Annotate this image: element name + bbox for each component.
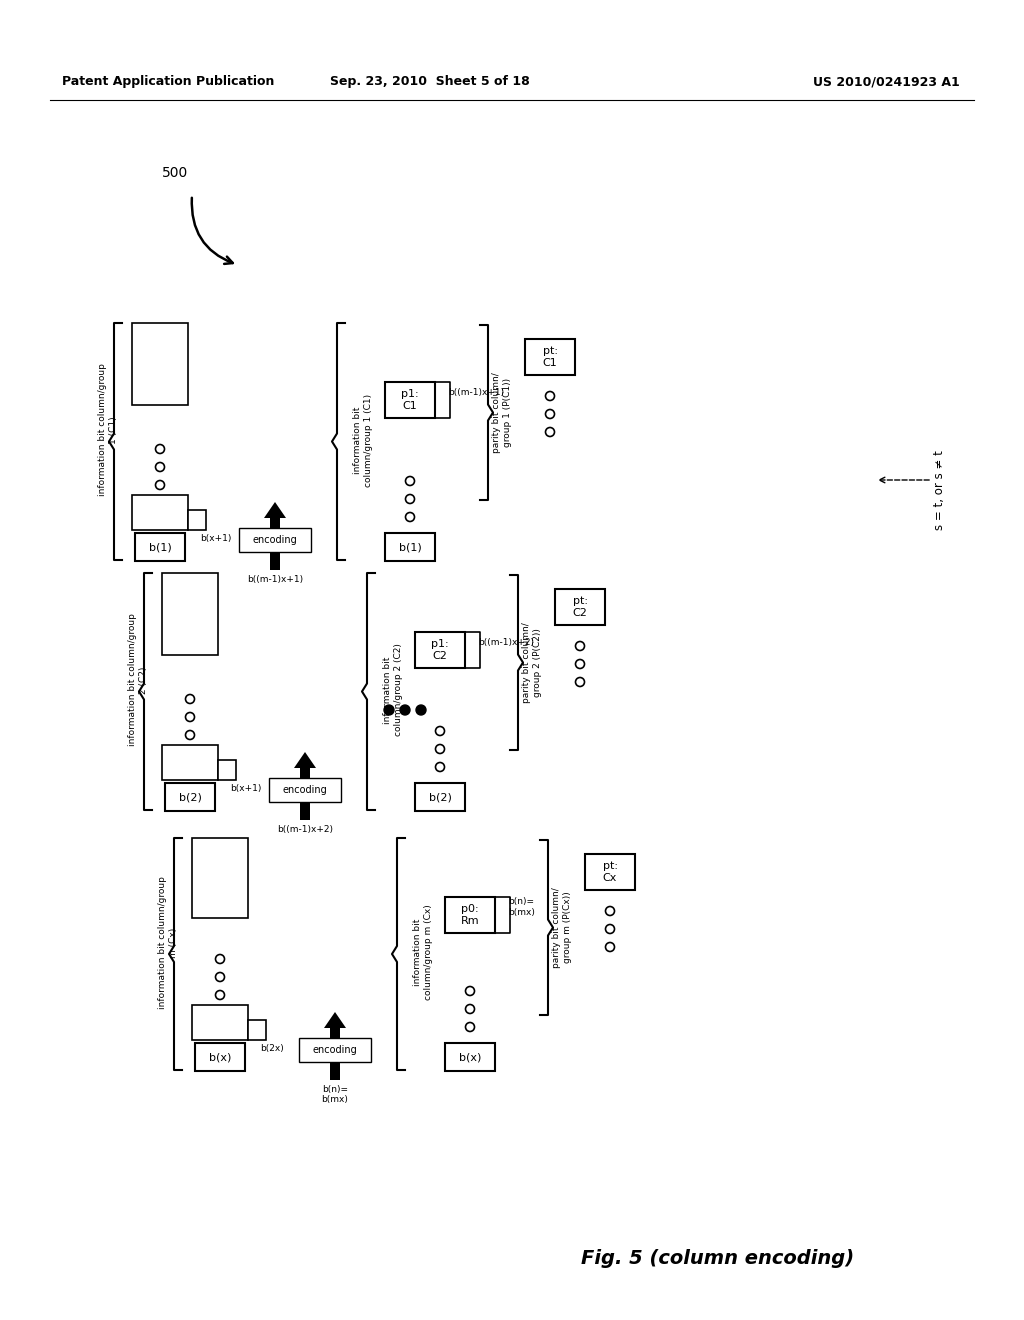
Bar <box>248 1020 266 1040</box>
Text: b(x): b(x) <box>459 1052 481 1063</box>
Text: b(1): b(1) <box>398 543 421 552</box>
Text: b((m-1)x+1): b((m-1)x+1) <box>449 388 504 396</box>
Text: b(2): b(2) <box>429 792 452 803</box>
Bar <box>132 323 188 405</box>
Text: information bit
column/group 1 (C1): information bit column/group 1 (C1) <box>353 393 373 487</box>
Circle shape <box>384 705 394 715</box>
Text: b(n)=
b(mx): b(n)= b(mx) <box>322 1085 348 1105</box>
Text: parity bit column/
group 1 (P(C1)): parity bit column/ group 1 (P(C1)) <box>493 372 512 453</box>
Text: information bit column/group
m (Cx): information bit column/group m (Cx) <box>159 876 178 1008</box>
Text: b(2x): b(2x) <box>260 1044 284 1053</box>
Bar <box>239 528 311 552</box>
Bar <box>299 1038 371 1063</box>
Text: 500: 500 <box>162 166 188 180</box>
Text: b(2): b(2) <box>178 792 202 803</box>
Text: s = t, or s ≠ t: s = t, or s ≠ t <box>934 450 946 529</box>
Text: p1:
C1: p1: C1 <box>401 389 419 411</box>
Text: parity bit column/
group 2 (P(C2)): parity bit column/ group 2 (P(C2)) <box>522 622 542 702</box>
Text: b(x+1): b(x+1) <box>200 535 231 544</box>
Bar <box>165 783 215 810</box>
Text: Patent Application Publication: Patent Application Publication <box>62 75 274 88</box>
Text: encoding: encoding <box>312 1045 357 1055</box>
Bar <box>415 632 465 668</box>
Polygon shape <box>324 1012 346 1028</box>
Bar <box>555 589 605 624</box>
Text: b((m-1)x+1): b((m-1)x+1) <box>247 576 303 583</box>
Bar <box>218 760 236 780</box>
Text: p0:
Rm: p0: Rm <box>461 904 479 925</box>
Bar <box>385 381 435 418</box>
Bar <box>300 768 310 820</box>
Text: b(n)=
b(mx): b(n)= b(mx) <box>508 898 535 916</box>
Text: information bit
column/group 2 (C2): information bit column/group 2 (C2) <box>383 644 402 737</box>
Bar <box>162 744 218 780</box>
Text: information bit column/group
2 (C2): information bit column/group 2 (C2) <box>128 614 147 746</box>
Text: p1:
C2: p1: C2 <box>431 639 449 661</box>
Text: pt:
C1: pt: C1 <box>543 346 557 368</box>
Bar <box>195 1043 245 1071</box>
Text: b((m-1)x+2): b((m-1)x+2) <box>478 638 534 647</box>
Text: b(1): b(1) <box>148 543 171 552</box>
Bar <box>525 339 575 375</box>
Polygon shape <box>294 752 316 768</box>
Bar <box>445 898 495 933</box>
Text: information bit
column/group m (Cx): information bit column/group m (Cx) <box>414 904 433 1001</box>
Text: b((m-1)x+2): b((m-1)x+2) <box>278 825 333 834</box>
Bar <box>385 533 435 561</box>
Text: information bit column/group
1 (C1): information bit column/group 1 (C1) <box>98 363 118 496</box>
Text: b(x+1): b(x+1) <box>230 784 261 793</box>
Bar <box>162 573 218 655</box>
Text: encoding: encoding <box>283 785 328 795</box>
Text: pt:
C2: pt: C2 <box>572 597 588 618</box>
Circle shape <box>416 705 426 715</box>
Polygon shape <box>264 502 286 517</box>
Bar <box>445 1043 495 1071</box>
Text: parity bit column/
group m (P(Cx)): parity bit column/ group m (P(Cx)) <box>552 887 571 968</box>
Bar <box>193 1005 248 1040</box>
Bar <box>135 533 185 561</box>
Text: encoding: encoding <box>253 535 297 545</box>
Text: b(x): b(x) <box>209 1052 231 1063</box>
Bar <box>193 838 248 917</box>
Text: Sep. 23, 2010  Sheet 5 of 18: Sep. 23, 2010 Sheet 5 of 18 <box>330 75 529 88</box>
Bar <box>270 517 280 570</box>
Text: US 2010/0241923 A1: US 2010/0241923 A1 <box>813 75 961 88</box>
Bar <box>415 783 465 810</box>
Bar <box>330 1028 340 1080</box>
Text: Fig. 5 (column encoding): Fig. 5 (column encoding) <box>582 1249 855 1267</box>
Bar <box>188 510 206 531</box>
Text: pt:
Cx: pt: Cx <box>602 861 617 883</box>
Bar <box>132 495 188 531</box>
Bar <box>585 854 635 890</box>
Bar <box>269 777 341 803</box>
Circle shape <box>400 705 410 715</box>
